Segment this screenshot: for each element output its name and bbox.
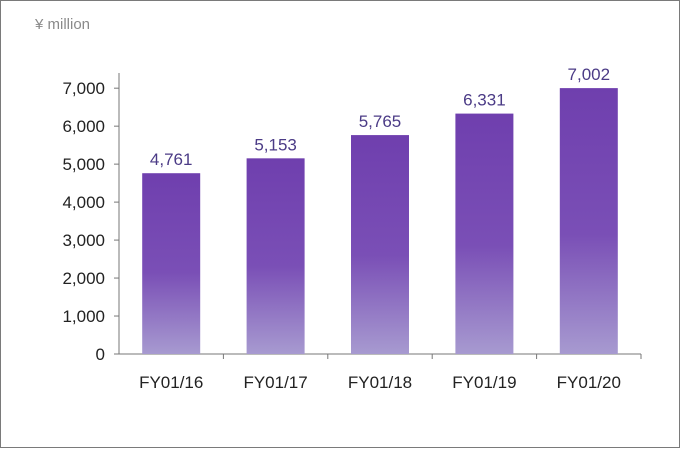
x-tick-label: FY01/18 [348,373,412,392]
bar-value-label: 7,002 [568,65,611,84]
bar-value-label: 4,761 [150,150,193,169]
y-tick-label: 3,000 [62,231,105,250]
bar-value-label: 6,331 [463,91,506,110]
y-tick-label: 2,000 [62,269,105,288]
y-tick-label: 6,000 [62,117,105,136]
bar [246,158,305,354]
x-tick-label: FY01/17 [243,373,307,392]
y-tick-label: 7,000 [62,79,105,98]
bar [455,113,514,354]
y-tick-label: 5,000 [62,155,105,174]
bar [559,88,618,354]
y-tick-label: 1,000 [62,307,105,326]
x-tick-label: FY01/16 [139,373,203,392]
bar [351,135,409,354]
unit-label: ¥ million [35,16,91,33]
y-tick-label: 4,000 [62,193,105,212]
x-tick-label: FY01/19 [452,373,516,392]
bar-value-label: 5,765 [359,112,402,131]
y-tick-label: 0 [96,345,105,364]
bar [142,173,201,354]
bar-value-label: 5,153 [254,135,297,154]
x-tick-label: FY01/20 [557,373,621,392]
